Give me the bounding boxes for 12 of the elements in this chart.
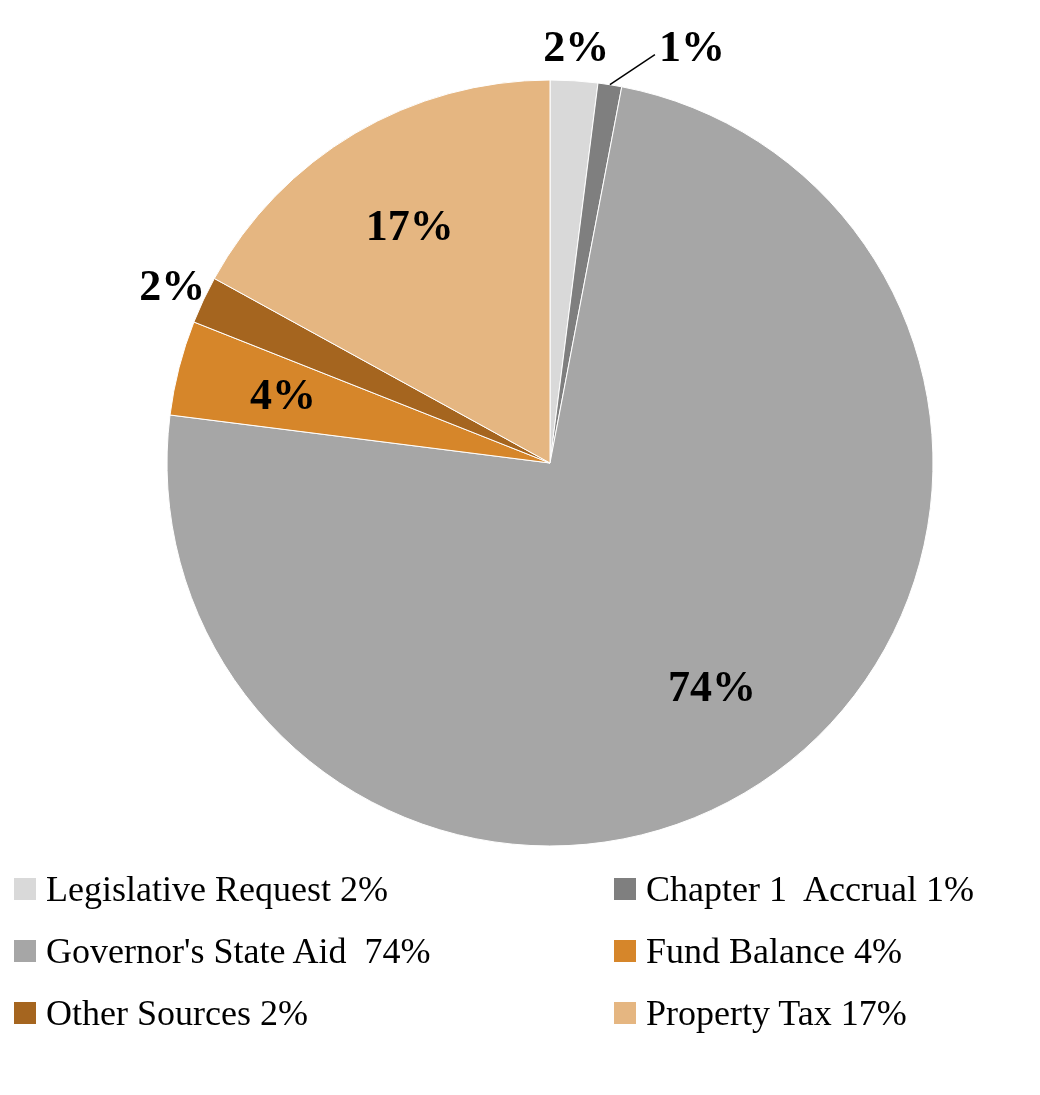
data-label: 4% — [249, 369, 316, 419]
legend-label: Chapter 1 Accrual 1% — [646, 868, 974, 910]
legend-label: Other Sources 2% — [46, 992, 308, 1034]
legend-label: Governor's State Aid 74% — [46, 930, 431, 972]
legend-label: Fund Balance 4% — [646, 930, 902, 972]
data-label: 1% — [658, 22, 725, 72]
data-label: 74% — [668, 661, 757, 711]
data-label: 17% — [365, 201, 454, 251]
legend-label: Property Tax 17% — [646, 992, 907, 1034]
legend-label: Legislative Request 2% — [46, 868, 388, 910]
data-label: 2% — [543, 21, 610, 71]
data-label: 2% — [139, 260, 206, 310]
